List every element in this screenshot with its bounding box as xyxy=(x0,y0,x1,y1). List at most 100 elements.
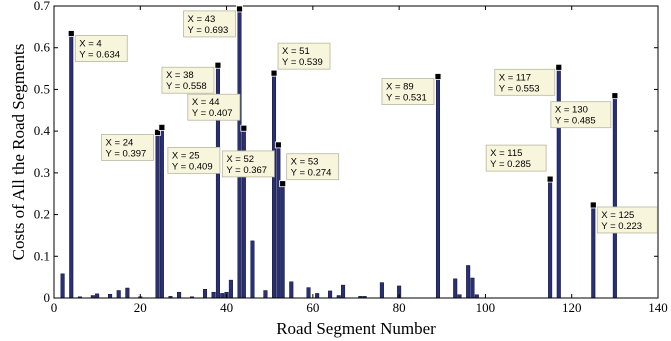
x-tick-label: 100 xyxy=(476,300,496,315)
bar xyxy=(69,33,74,299)
bar xyxy=(289,281,294,299)
datatip-x-label: X = 53 xyxy=(291,157,319,168)
datatip-box xyxy=(161,66,215,94)
datatip-x-label: X = 51 xyxy=(282,46,310,57)
bar xyxy=(60,273,65,299)
bar xyxy=(306,287,311,299)
datatip-y-label: Y = 0.397 xyxy=(106,148,147,159)
y-tick-label: 0.3 xyxy=(34,165,50,180)
datatip-y-label: Y = 0.285 xyxy=(490,159,531,170)
bar xyxy=(159,127,164,299)
x-tick-label: 40 xyxy=(220,300,233,315)
datatip-x-label: X = 24 xyxy=(106,137,134,148)
datatip-marker xyxy=(236,5,243,13)
x-tick-label: 0 xyxy=(51,300,58,315)
datatip-box xyxy=(550,101,612,129)
y-tick-label: 0.6 xyxy=(34,40,51,55)
bar xyxy=(155,132,160,299)
datatip-marker xyxy=(154,128,161,136)
datatip: X = 53Y = 0.274 xyxy=(279,153,340,188)
datatip-x-label: X = 43 xyxy=(188,14,216,25)
datatip-marker xyxy=(274,141,282,149)
y-tick-label: 0.1 xyxy=(34,248,50,263)
x-tick-label: 20 xyxy=(134,300,147,315)
datatip-y-label: Y = 0.539 xyxy=(282,57,323,68)
bar xyxy=(548,178,553,299)
bar xyxy=(612,95,617,299)
datatip-y-label: Y = 0.634 xyxy=(79,50,120,61)
bar xyxy=(591,204,596,299)
datatip-box xyxy=(101,133,154,161)
datatip-x-label: X = 89 xyxy=(386,81,414,92)
datatip-marker xyxy=(611,92,619,100)
bar xyxy=(116,290,121,299)
datatip: X = 25Y = 0.409 xyxy=(158,123,221,174)
datatip-x-label: X = 44 xyxy=(192,97,220,108)
datatip-y-label: Y = 0.223 xyxy=(601,221,642,232)
x-axis-title: Road Segment Number xyxy=(276,319,436,338)
datatip-x-label: X = 38 xyxy=(166,70,194,81)
bar xyxy=(211,291,216,299)
datatip: X = 44Y = 0.407 xyxy=(187,93,248,132)
datatip: X = 24Y = 0.397 xyxy=(101,128,161,161)
bar xyxy=(435,76,440,299)
datatip: X = 51Y = 0.539 xyxy=(270,42,331,77)
datatip-marker xyxy=(589,201,597,209)
datatip-x-label: X = 4 xyxy=(79,39,101,50)
datatip: X = 43Y = 0.693 xyxy=(183,5,243,38)
x-tick-label: 80 xyxy=(393,300,406,315)
y-tick-label: 0.5 xyxy=(34,81,50,96)
y-tick-label: 0.4 xyxy=(34,123,51,138)
bar xyxy=(95,293,100,299)
datatip-box xyxy=(381,78,435,105)
datatip-box xyxy=(187,93,241,121)
bar xyxy=(177,291,182,299)
y-tick-label: 0.2 xyxy=(34,207,50,222)
x-tick-label: 60 xyxy=(306,300,319,315)
datatip-box xyxy=(221,150,275,178)
bar xyxy=(341,284,346,299)
x-tick-label: 120 xyxy=(562,300,582,315)
datatip-y-label: Y = 0.553 xyxy=(499,83,540,94)
bar xyxy=(466,265,471,299)
datatip-marker xyxy=(434,73,442,80)
bar xyxy=(125,287,130,299)
datatip-y-label: Y = 0.558 xyxy=(166,81,207,92)
y-tick-label: 0.7 xyxy=(34,0,51,13)
datatip-x-label: X = 25 xyxy=(172,150,200,161)
datatip-y-label: Y = 0.407 xyxy=(192,108,233,119)
datatip-marker xyxy=(214,61,222,69)
bar xyxy=(379,282,384,299)
bar xyxy=(453,278,458,299)
y-axis-title: Costs of All the Road Segments xyxy=(9,44,28,261)
bar xyxy=(315,293,320,299)
datatip-box xyxy=(167,146,221,174)
datatip: X = 52Y = 0.367 xyxy=(221,141,282,178)
datatip-box xyxy=(286,153,340,181)
bar xyxy=(280,183,285,299)
datatip-marker xyxy=(279,180,287,188)
bar xyxy=(108,294,113,299)
datatip-y-label: Y = 0.409 xyxy=(172,161,213,172)
datatip-box xyxy=(494,68,556,96)
datatip-box xyxy=(596,206,658,234)
datatip: X = 4Y = 0.634 xyxy=(67,30,128,62)
bar xyxy=(263,290,268,299)
datatip: X = 38Y = 0.558 xyxy=(161,61,222,94)
datatip-marker xyxy=(158,123,166,131)
bar xyxy=(457,294,462,299)
plot-frame xyxy=(53,5,659,299)
bar xyxy=(470,277,475,299)
datatip-x-label: X = 117 xyxy=(499,72,531,83)
axes-layer: 0 20 40 60 80 100 120 140 0 0.1 0.2 0.3 0.4 0.5 0.6 0.7 xyxy=(34,0,668,315)
datatip-box xyxy=(277,42,331,70)
datatip-y-label: Y = 0.693 xyxy=(188,25,229,36)
datatip-marker xyxy=(546,175,554,183)
datatip-y-label: Y = 0.531 xyxy=(386,92,427,103)
datatip-y-label: Y = 0.274 xyxy=(291,168,332,179)
datatip-x-label: X = 130 xyxy=(555,105,588,116)
